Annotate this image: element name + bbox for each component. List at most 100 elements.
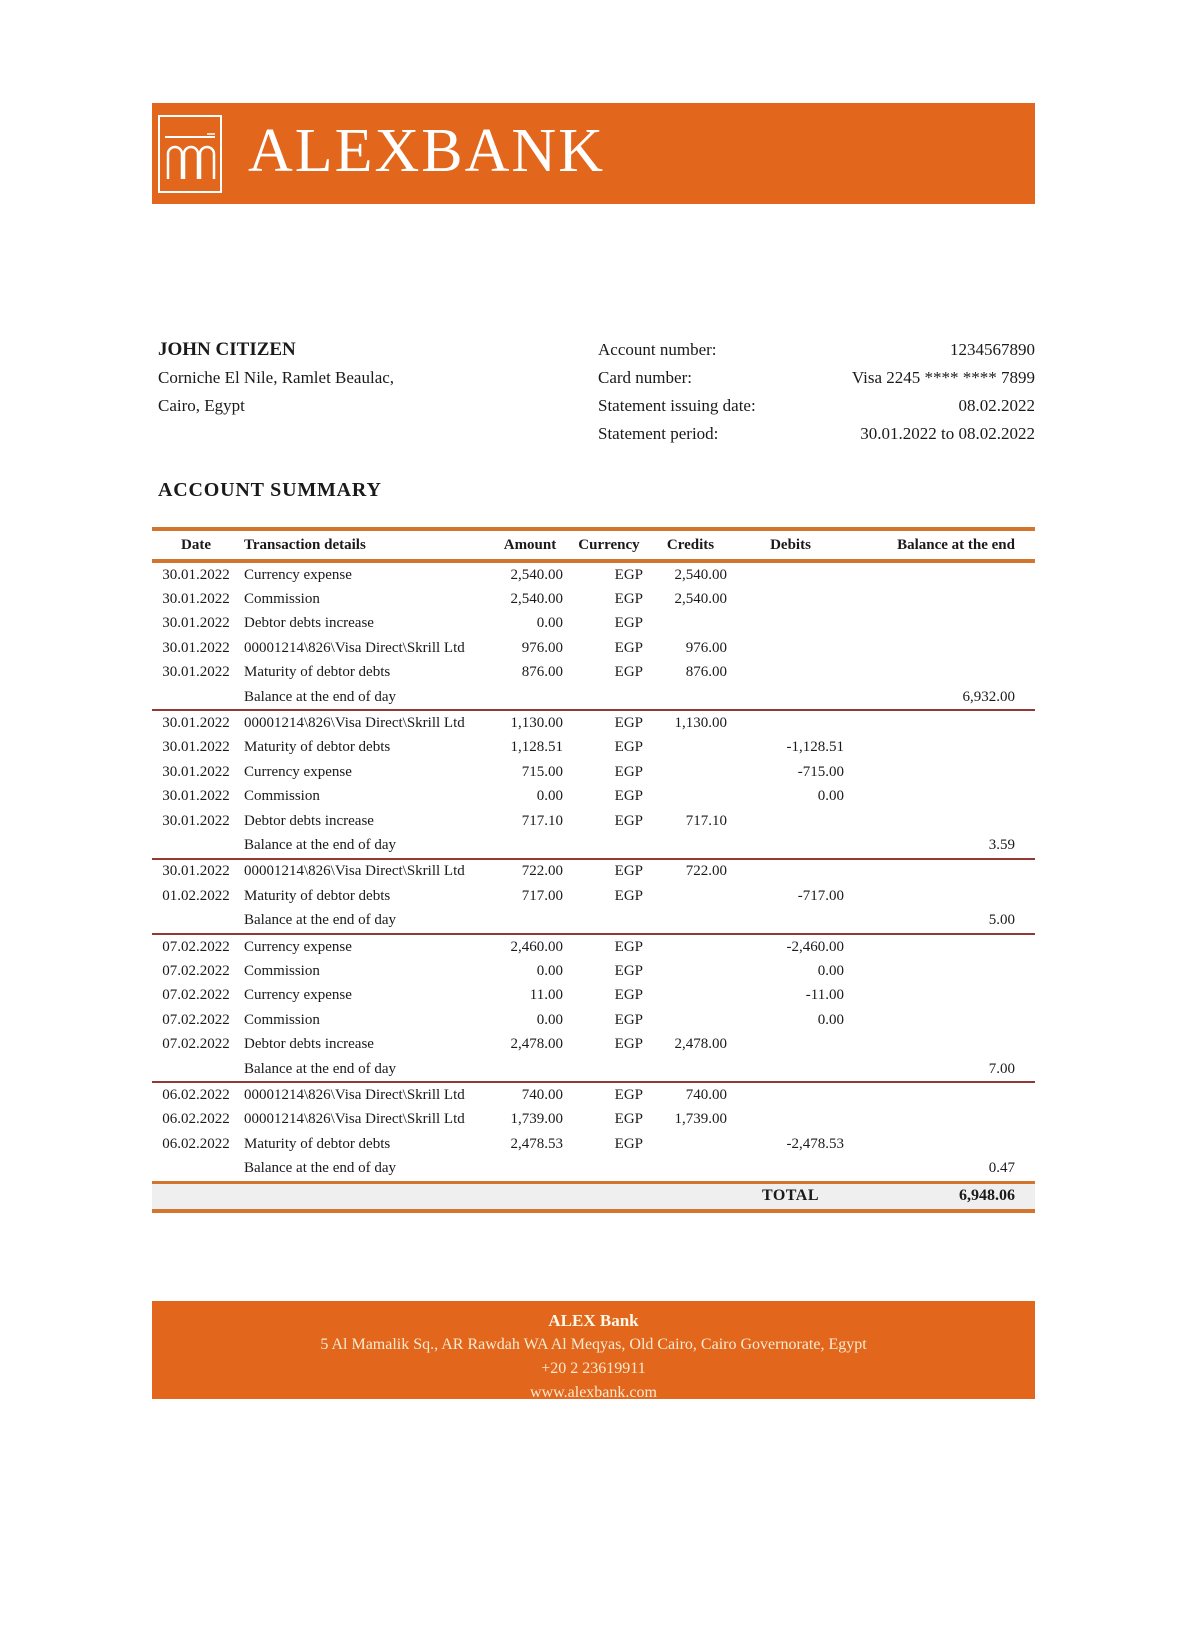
balance-end-of-day-row: Balance at the end of day 3.59 — [152, 833, 1035, 857]
balance-end-of-day-row: Balance at the end of day 0.47 — [152, 1156, 1035, 1180]
cell-details: Debtor debts increase — [244, 1036, 374, 1053]
cell-currency: EGP — [614, 887, 643, 904]
col-header-details: Transaction details — [244, 536, 366, 553]
cell-details: Maturity of debtor debts — [244, 664, 391, 681]
cell-debits: 0.00 — [817, 962, 844, 979]
table-row: 07.02.2022 Debtor debts increase 2,478.0… — [152, 1032, 1035, 1056]
cell-amount: 976.00 — [521, 639, 563, 656]
cell-date: 06.02.2022 — [162, 1111, 230, 1128]
cell-date: 07.02.2022 — [162, 962, 230, 979]
footer-banner: ALEX Bank 5 Al Mamalik Sq., AR Rawdah WA… — [152, 1300, 1035, 1401]
account-number-value: 1234567890 — [950, 340, 1035, 359]
card-number-row: Card number: Visa 2245 **** **** 7899 — [598, 364, 1035, 392]
table-row: 07.02.2022 Commission 0.00 EGP 0.00 — [152, 1008, 1035, 1032]
cell-amount: 0.00 — [536, 615, 563, 632]
cell-details: Currency expense — [244, 938, 352, 955]
total-row: TOTAL 6,948.06 — [152, 1183, 1035, 1213]
cell-currency: EGP — [614, 962, 643, 979]
balance-end-of-day-row: Balance at the end of day 7.00 — [152, 1057, 1035, 1081]
cell-currency: EGP — [614, 1111, 643, 1128]
cell-date: 07.02.2022 — [162, 1011, 230, 1028]
cell-date: 30.01.2022 — [162, 788, 230, 805]
cell-currency: EGP — [614, 715, 643, 732]
cell-amount: 1,128.51 — [510, 739, 564, 756]
issuing-date-label: Statement issuing date: — [598, 396, 756, 415]
cell-debits: -715.00 — [797, 763, 844, 780]
cell-currency: EGP — [614, 812, 643, 829]
transaction-group: 30.01.2022 00001214\826\Visa Direct\Skri… — [152, 860, 1035, 935]
cell-date: 07.02.2022 — [162, 1036, 230, 1053]
table-row: 30.01.2022 Commission 2,540.00 EGP 2,540… — [152, 587, 1035, 611]
cell-amount: 2,460.00 — [510, 938, 564, 955]
transaction-group: 07.02.2022 Currency expense 2,460.00 EGP… — [152, 935, 1035, 1084]
cell-details: Balance at the end of day — [244, 836, 397, 853]
cell-date: 30.01.2022 — [162, 863, 230, 880]
cell-amount: 1,739.00 — [510, 1111, 564, 1128]
table-row: 01.02.2022 Maturity of debtor debts 717.… — [152, 884, 1035, 908]
customer-address-line2: Cairo, Egypt — [158, 396, 245, 415]
cell-balance: 0.47 — [988, 1160, 1015, 1177]
table-row: 30.01.2022 Debtor debts increase 0.00 EG… — [152, 612, 1035, 636]
cell-amount: 1,130.00 — [510, 715, 564, 732]
cell-debits: 0.00 — [817, 1011, 844, 1028]
customer-block: JOHN CITIZEN Corniche El Nile, Ramlet Be… — [152, 336, 482, 448]
section-title: ACCOUNT SUMMARY — [158, 479, 382, 501]
cell-currency: EGP — [614, 739, 643, 756]
header-banner: ALEXBANK — [152, 103, 1035, 204]
card-number-label: Card number: — [598, 368, 692, 387]
table-row: 06.02.2022 00001214\826\Visa Direct\Skri… — [152, 1108, 1035, 1132]
table-row: 30.01.2022 00001214\826\Visa Direct\Skri… — [152, 636, 1035, 660]
cell-date: 06.02.2022 — [162, 1086, 230, 1103]
cell-amount: 722.00 — [521, 863, 563, 880]
cell-details: Balance at the end of day — [244, 912, 397, 929]
transaction-group: 30.01.2022 00001214\826\Visa Direct\Skri… — [152, 711, 1035, 860]
table-row: 30.01.2022 00001214\826\Visa Direct\Skri… — [152, 711, 1035, 735]
transactions-table: Date Transaction details Amount Currency… — [152, 527, 1035, 1213]
footer-bank-name: ALEX Bank — [548, 1310, 639, 1330]
footer-phone: +20 2 23619911 — [541, 1359, 646, 1377]
total-label: TOTAL — [761, 1187, 820, 1205]
table-row: 30.01.2022 00001214\826\Visa Direct\Skri… — [152, 860, 1035, 884]
statement-period-value: 30.01.2022 to 08.02.2022 — [860, 424, 1035, 443]
footer-address: 5 Al Mamalik Sq., AR Rawdah WA Al Meqyas… — [320, 1335, 867, 1353]
cell-credits: 876.00 — [685, 664, 727, 681]
table-body: 30.01.2022 Currency expense 2,540.00 EGP… — [152, 563, 1035, 1184]
cell-debits: -1,128.51 — [786, 739, 845, 756]
balance-end-of-day-row: Balance at the end of day 6,932.00 — [152, 685, 1035, 709]
cell-credits: 2,478.00 — [674, 1036, 728, 1053]
cell-details: Balance at the end of day — [244, 1160, 397, 1177]
cell-debits: 0.00 — [817, 788, 844, 805]
cell-details: Currency expense — [244, 763, 352, 780]
cell-details: Maturity of debtor debts — [244, 739, 391, 756]
cell-details: Commission — [244, 788, 320, 805]
col-header-debits: Debits — [770, 536, 811, 553]
cell-amount: 2,478.00 — [510, 1036, 564, 1053]
table-row: 30.01.2022 Currency expense 2,540.00 EGP… — [152, 563, 1035, 587]
cell-details: Maturity of debtor debts — [244, 1135, 391, 1152]
account-number-row: Account number: 1234567890 — [598, 336, 1035, 364]
cell-amount: 0.00 — [536, 788, 563, 805]
customer-address-line1: Corniche El Nile, Ramlet Beaulac, — [158, 368, 395, 387]
table-header-row: Date Transaction details Amount Currency… — [152, 527, 1035, 563]
cell-date: 30.01.2022 — [162, 664, 230, 681]
cell-date: 30.01.2022 — [162, 812, 230, 829]
cell-details: Commission — [244, 591, 320, 608]
cell-details: 00001214\826\Visa Direct\Skrill Ltd — [244, 639, 465, 656]
cell-details: 00001214\826\Visa Direct\Skrill Ltd — [244, 1086, 465, 1103]
cell-details: 00001214\826\Visa Direct\Skrill Ltd — [244, 715, 465, 732]
cell-currency: EGP — [614, 1036, 643, 1053]
table-row: 30.01.2022 Debtor debts increase 717.10 … — [152, 809, 1035, 833]
cell-amount: 2,540.00 — [510, 591, 564, 608]
cell-credits: 1,739.00 — [674, 1111, 728, 1128]
cell-details: Debtor debts increase — [244, 812, 374, 829]
cell-details: Commission — [244, 962, 320, 979]
bank-statement-page: ALEXBANK JOHN CITIZEN Corniche El Nile, … — [152, 103, 1036, 1401]
cell-date: 30.01.2022 — [162, 715, 230, 732]
issuing-date-value: 08.02.2022 — [958, 396, 1036, 415]
cell-debits: -2,478.53 — [786, 1135, 845, 1152]
cell-date: 30.01.2022 — [162, 639, 230, 656]
col-header-credits: Credits — [666, 536, 715, 553]
cell-balance: 6,932.00 — [962, 688, 1016, 705]
cell-amount: 876.00 — [521, 664, 563, 681]
cell-credits: 740.00 — [685, 1086, 727, 1103]
